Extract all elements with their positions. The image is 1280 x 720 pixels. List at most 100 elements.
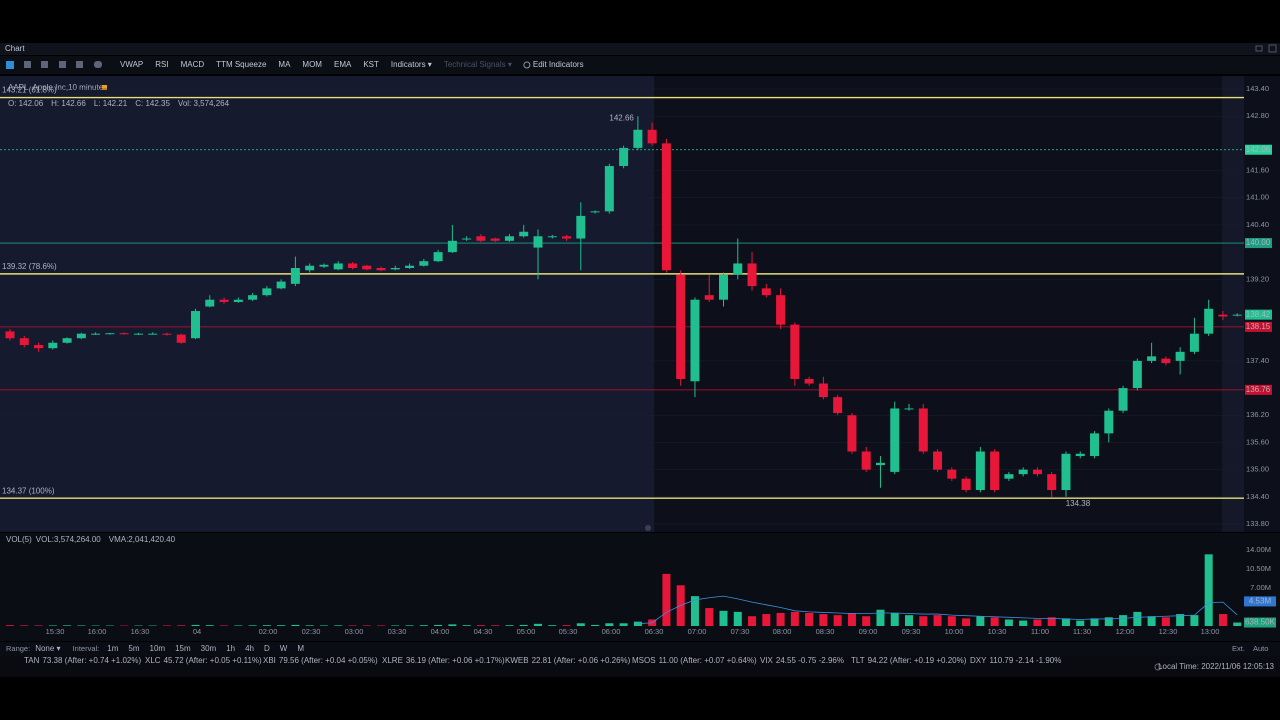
price-tick-label: 142.80 <box>1246 111 1269 120</box>
icon[interactable] <box>76 61 83 68</box>
minimize-button[interactable] <box>1255 45 1263 52</box>
vma-value: VMA:2,041,420.40 <box>109 535 176 544</box>
candle-body <box>347 263 357 268</box>
candle-body <box>576 215 586 239</box>
interval-button[interactable]: D <box>264 644 270 653</box>
interval-button[interactable]: 15m <box>175 644 191 653</box>
toolbar-button-disabled: Technical Signals ▾ <box>444 60 512 69</box>
ticker-quote: 94.22 (After: +0.19 +0.20%) <box>868 656 967 665</box>
candle-body <box>1218 314 1228 317</box>
volume-bar <box>348 625 357 626</box>
toolbar-button[interactable]: Indicators ▾ <box>391 60 432 69</box>
candle-body <box>290 267 300 284</box>
toolbar-button[interactable]: MA <box>278 60 291 69</box>
volume-bar <box>1218 614 1227 626</box>
volume-bar <box>419 625 428 626</box>
ticker-symbol[interactable]: KWEB <box>505 656 529 665</box>
icon[interactable] <box>24 61 31 68</box>
volume-bar <box>762 614 771 626</box>
candle-body <box>1018 469 1028 475</box>
content: VWAP RSI MACD TTM Squeeze MA MOM EMA KST Indicat… <box>0 60 1276 671</box>
time-tick-label: 06:30 <box>645 627 664 636</box>
ticker-symbol[interactable]: VIX <box>760 656 774 665</box>
candle-body <box>1204 308 1214 334</box>
scroll-handle[interactable] <box>645 525 651 531</box>
quote-value: O: 142.06 <box>8 99 44 108</box>
candle-body <box>205 299 215 307</box>
range-label: Range: <box>6 644 30 653</box>
icon[interactable] <box>6 61 14 69</box>
toolbar-button[interactable]: KST <box>363 60 379 69</box>
toolbar <box>0 56 1280 74</box>
candle-body <box>719 274 728 300</box>
candle-body <box>176 334 186 343</box>
interval-button[interactable]: 1h <box>226 644 235 653</box>
volume-bar <box>919 616 928 626</box>
ext-toggle[interactable]: Ext. <box>1232 644 1245 653</box>
candle-body <box>319 264 329 267</box>
candle-body <box>162 333 172 335</box>
interval-button[interactable]: 5m <box>128 644 139 653</box>
volume-bar <box>790 611 799 626</box>
time-tick-label: 08:30 <box>816 627 835 636</box>
toolbar-button[interactable]: TTM Squeeze <box>216 60 267 69</box>
volume-marker-box <box>1244 617 1276 628</box>
candle-body <box>490 238 500 241</box>
price-tick-label: 136.20 <box>1246 410 1269 419</box>
time-tick-label: 12:30 <box>1159 627 1178 636</box>
toolbar-button[interactable]: Edit Indicators <box>533 60 584 69</box>
range-select[interactable]: None ▾ <box>35 644 60 653</box>
volume-bar <box>6 625 14 626</box>
interval-button[interactable]: W <box>280 644 288 653</box>
price-tick-label: 143.40 <box>1246 84 1269 93</box>
volume-bar <box>1147 616 1156 626</box>
candle-body <box>1004 474 1014 479</box>
ticker-symbol[interactable]: TLT <box>851 656 865 665</box>
title-bar <box>0 43 1280 55</box>
price-box-label: 140.00 <box>1246 238 1271 247</box>
time-tick-label: 03:00 <box>345 627 364 636</box>
interval-button[interactable]: M <box>297 644 304 653</box>
ticker-symbol[interactable]: MSOS <box>632 656 656 665</box>
interval-button[interactable]: 10m <box>150 644 166 653</box>
ticker-symbol[interactable]: XLRE <box>382 656 403 665</box>
edit-icon[interactable] <box>523 61 531 69</box>
icon[interactable] <box>41 61 48 68</box>
candle-body <box>690 299 700 382</box>
maximize-button[interactable] <box>1268 44 1277 53</box>
ticker-symbol[interactable]: XBI <box>263 656 276 665</box>
ticker-symbol[interactable]: XLC <box>145 656 161 665</box>
candle-body <box>305 265 315 271</box>
toolbar-button[interactable]: EMA <box>334 60 352 69</box>
interval-button[interactable]: 1m <box>107 644 118 653</box>
volume-bar <box>1133 611 1142 626</box>
volume-bar <box>576 623 585 626</box>
candle-body <box>1075 453 1085 457</box>
interval-button[interactable]: 4h <box>245 644 254 653</box>
volume-value: VOL:3,574,264.00 <box>36 535 101 544</box>
auto-toggle[interactable]: Auto <box>1253 644 1268 653</box>
toolbar-button[interactable]: MOM <box>302 60 322 69</box>
icon[interactable] <box>94 61 102 68</box>
candle-body <box>1147 356 1157 361</box>
candle-body <box>676 274 686 379</box>
refresh-icon[interactable] <box>1154 663 1162 671</box>
candle-body <box>747 263 757 287</box>
volume-bar <box>48 625 57 626</box>
candle-body <box>1175 351 1185 361</box>
volume-bar <box>391 625 400 626</box>
interval-button[interactable]: 30m <box>201 644 217 653</box>
toolbar-button[interactable]: MACD <box>181 60 205 69</box>
icon[interactable] <box>59 61 66 68</box>
time-tick-label: 08:00 <box>773 627 792 636</box>
volume-title: VOL(5) <box>6 535 32 544</box>
ticker-symbol[interactable]: TAN <box>24 656 40 665</box>
volume-bar <box>805 612 814 626</box>
ticker-symbol[interactable]: DXY <box>970 656 987 665</box>
time-tick-label: 04 <box>193 627 201 636</box>
toolbar-button[interactable]: RSI <box>155 60 168 69</box>
toolbar-button[interactable]: VWAP <box>120 60 143 69</box>
alert-icon[interactable] <box>102 85 107 90</box>
time-tick-label: 10:30 <box>988 627 1007 636</box>
last-price-box <box>1245 309 1272 320</box>
